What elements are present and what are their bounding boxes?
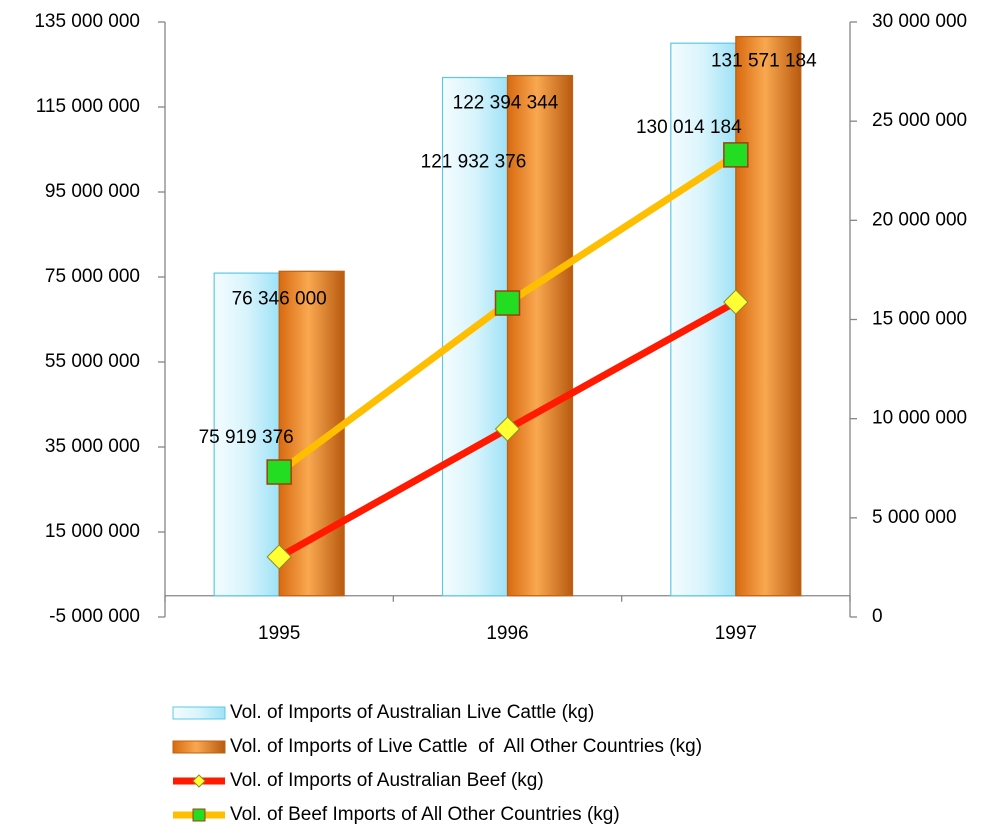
y2-tick-label: 25 000 000 (872, 110, 967, 131)
marker (723, 289, 749, 315)
bar (441, 76, 509, 597)
legend-swatch (172, 706, 226, 720)
legend-label: Vol. of Imports of Australian Live Cattl… (230, 702, 594, 723)
legend-label: Vol. of Imports of Live Cattle of All Ot… (230, 736, 702, 757)
marker (723, 142, 749, 168)
x-tick-label: 1996 (486, 623, 528, 644)
marker (266, 459, 292, 485)
y-tick-label: 35 000 000 (45, 436, 140, 457)
y2-tick-label: 30 000 000 (872, 11, 967, 32)
marker (494, 290, 521, 316)
data-label: 76 346 000 (232, 288, 327, 309)
legend-swatch (172, 740, 226, 754)
y-tick-label: 55 000 000 (45, 351, 140, 372)
y2-tick-label: 5 000 000 (872, 507, 957, 528)
data-label: 122 394 344 (453, 93, 559, 114)
y-tick-label: 95 000 000 (45, 181, 140, 202)
marker (266, 544, 292, 570)
legend-marker (192, 774, 206, 788)
y-tick-label: 15 000 000 (45, 521, 140, 542)
marker (494, 416, 521, 442)
data-label: 121 932 376 (421, 152, 527, 173)
y2-tick-label: 0 (872, 606, 883, 627)
bar (735, 35, 802, 597)
y-tick-label: 135 000 000 (34, 11, 140, 32)
y2-tick-label: 10 000 000 (872, 408, 967, 429)
legend-marker (192, 808, 206, 822)
legend-label: Vol. of Imports of Australian Beef (kg) (230, 770, 544, 791)
legend-label: Vol. of Beef Imports of All Other Countr… (230, 804, 620, 825)
bar (506, 74, 574, 597)
y2-tick-label: 20 000 000 (872, 209, 967, 230)
y-tick-label: -5 000 000 (49, 606, 140, 627)
data-label: 75 919 376 (199, 427, 294, 448)
x-tick-label: 1995 (258, 623, 300, 644)
y-tick-label: 115 000 000 (36, 96, 140, 117)
x-tick-label: 1997 (715, 623, 757, 644)
y2-tick-label: 15 000 000 (872, 309, 967, 330)
data-label: 131 571 184 (711, 51, 817, 72)
data-label: 130 014 184 (636, 117, 742, 138)
bar (213, 272, 280, 597)
y-tick-label: 75 000 000 (45, 266, 140, 287)
